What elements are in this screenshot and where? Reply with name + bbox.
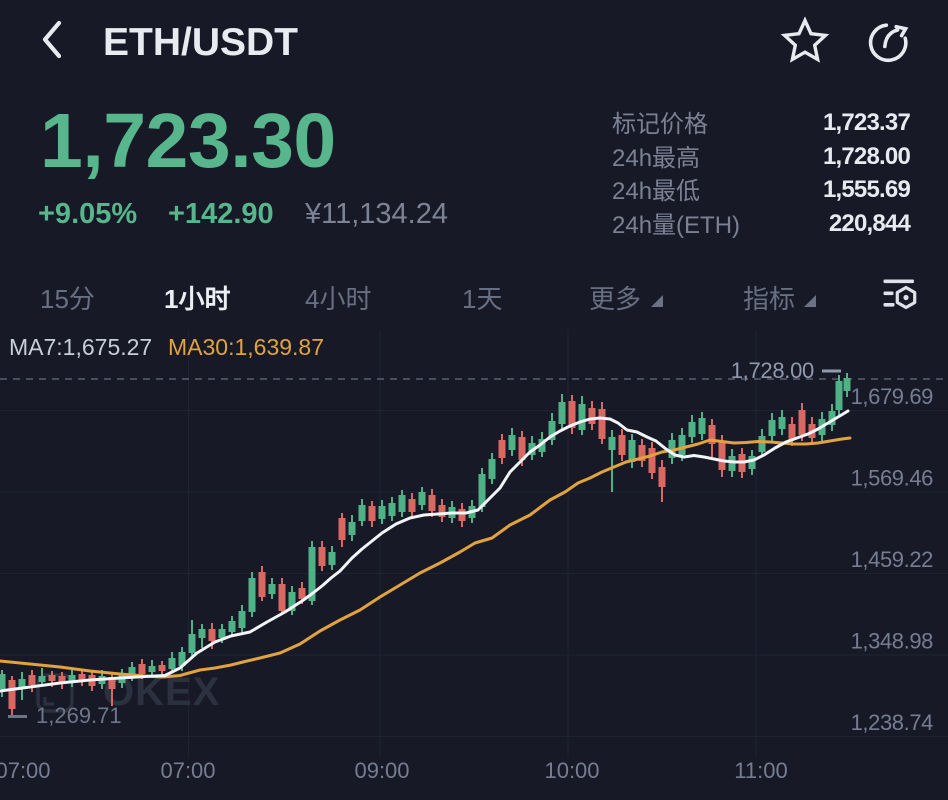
svg-text:1,459.22: 1,459.22 (851, 547, 934, 572)
svg-text:07:00: 07:00 (0, 758, 51, 783)
svg-text:1,728.00: 1,728.00 (731, 358, 814, 383)
svg-text:09:00: 09:00 (354, 758, 409, 783)
svg-text:MA30:1,639.87: MA30:1,639.87 (168, 334, 324, 360)
svg-text:11:00: 11:00 (734, 758, 787, 783)
svg-text:1,569.46: 1,569.46 (851, 466, 934, 491)
svg-text:MA7:1,675.27: MA7:1,675.27 (9, 334, 152, 360)
svg-text:1,348.98: 1,348.98 (851, 629, 934, 654)
svg-text:1,679.69: 1,679.69 (851, 384, 934, 409)
svg-text:1,238.74: 1,238.74 (851, 710, 934, 735)
svg-text:07:00: 07:00 (160, 758, 215, 783)
svg-text:1,269.71: 1,269.71 (36, 703, 122, 728)
svg-text:10:00: 10:00 (544, 758, 599, 783)
